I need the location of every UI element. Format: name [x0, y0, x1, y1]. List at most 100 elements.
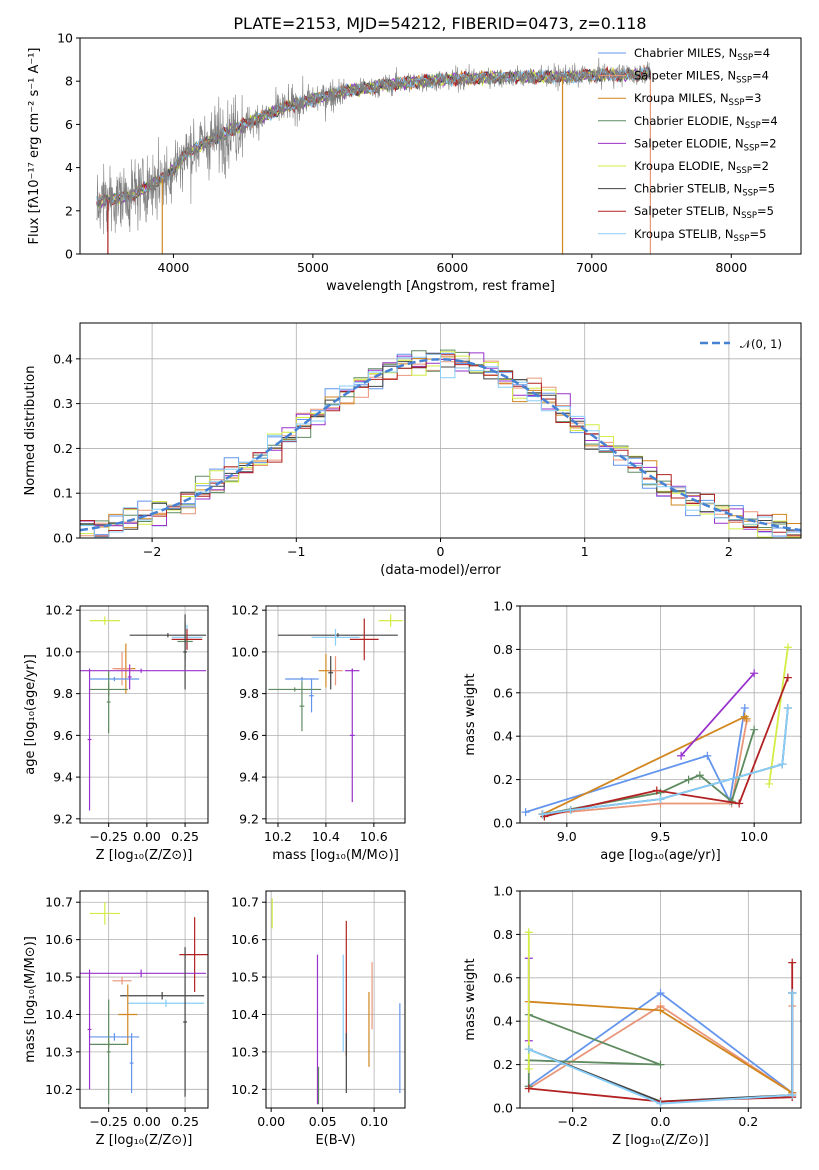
- chart-mass_vs_ebv: 0.00 0.05 0.10 10.2 10.3 10.4 10.5 10.6 10.7 E(B-…: [231, 890, 406, 1148]
- y-tick-label: 9.2: [239, 811, 259, 826]
- data-point-marker: [524, 1084, 533, 1093]
- data-point-marker: [783, 643, 792, 652]
- y-axis-label: mass [log₁₀(M/M⊙)]: [23, 936, 38, 1063]
- y-tick-label: 0.6: [493, 970, 513, 985]
- y-tick-label: 1.0: [493, 599, 513, 614]
- x-tick-label: 0.2: [738, 1114, 758, 1129]
- chart-residuals: −2 −1 0 1 2 0.0 0.1 0.2 0.3 0.4 (data-model)/error…: [23, 322, 802, 578]
- y-tick-label: 8: [65, 74, 73, 89]
- x-axis-label: Z [log₁₀(Z/Z⊙)]: [612, 1133, 709, 1148]
- legend-entry: Kroupa STELIB, NSSP=5: [634, 227, 766, 244]
- legend-entry: Kroupa MILES, NSSP=3: [634, 91, 761, 108]
- plot-area: [80, 349, 801, 538]
- x-tick-label: 4000: [158, 260, 190, 275]
- y-tick-label: 9.8: [239, 686, 259, 701]
- x-axis-label: (data-model)/error: [380, 563, 501, 578]
- x-tick-label: 7000: [576, 260, 608, 275]
- y-tick-label: 0.4: [493, 729, 513, 744]
- plot-area: [80, 902, 208, 1105]
- data-point-marker: [783, 673, 792, 682]
- series-line: [680, 672, 755, 757]
- x-tick-label: 1: [581, 544, 589, 559]
- x-tick-label: 0.0: [651, 1114, 671, 1129]
- y-tick-label: 0.0: [493, 1101, 513, 1116]
- y-tick-label: 0.1: [53, 486, 73, 501]
- y-tick-label: 10.7: [45, 895, 73, 910]
- data-point-marker: [783, 703, 792, 712]
- data-point-marker: [740, 712, 749, 721]
- y-tick-label: 10.0: [45, 644, 73, 659]
- y-tick-label: 0.3: [53, 396, 73, 411]
- data-point-marker: [524, 928, 533, 937]
- series-line: [542, 729, 756, 816]
- x-tick-label: 0.25: [171, 829, 199, 844]
- plot-area: [268, 614, 403, 803]
- y-tick-label: 0.2: [493, 1057, 513, 1072]
- y-tick-label: 10.2: [45, 603, 73, 618]
- series-line: [527, 1013, 661, 1087]
- model-line: [96, 64, 651, 205]
- y-tick-label: 0.2: [53, 441, 73, 456]
- x-axis-label: Z [log₁₀(Z/Z⊙)]: [96, 1133, 193, 1148]
- data-point-marker: [788, 988, 797, 997]
- legend-entry: Kroupa ELODIE, NSSP=2: [634, 159, 769, 176]
- data-point-marker: [656, 1006, 665, 1015]
- y-tick-label: 10.7: [231, 895, 259, 910]
- data-point-marker: [656, 795, 665, 804]
- data-point-marker: [695, 771, 704, 780]
- y-tick-label: 9.4: [239, 770, 259, 785]
- y-tick-label: 0.6: [493, 685, 513, 700]
- plot-area: [96, 57, 651, 254]
- plot-area: [80, 614, 207, 811]
- data-point-marker: [524, 1045, 533, 1054]
- x-tick-label: 9.5: [651, 829, 671, 844]
- chart-massweight_vs_Z: −0.2 0.0 0.2 0.0 0.2 0.4 0.6 0.8 1.0 Z [log₁₀(Z/Z…: [463, 884, 802, 1148]
- chart-age_vs_mass: 10.2 10.4 10.6 9.2 9.4 9.6 9.8 10.0 10.2 mass [lo…: [231, 603, 406, 863]
- y-tick-label: 10.2: [231, 603, 259, 618]
- data-point-marker: [521, 808, 530, 817]
- data-point-marker: [677, 751, 686, 760]
- x-tick-label: 10.2: [264, 829, 292, 844]
- y-tick-label: 10.4: [231, 1007, 259, 1022]
- chart-massweight_vs_age: 9.0 9.5 10.0 0.0 0.2 0.4 0.6 0.8 1.0 age [log₁₀(a…: [463, 599, 802, 863]
- y-axis-label: Normed distribution: [23, 366, 38, 496]
- y-tick-label: 0.8: [493, 927, 513, 942]
- data-point-marker: [742, 714, 751, 723]
- x-tick-label: 6000: [436, 260, 468, 275]
- series-line: [768, 647, 789, 785]
- x-tick-label: −1: [287, 544, 305, 559]
- y-tick-label: 0.8: [493, 642, 513, 657]
- y-tick-label: 10.4: [45, 1007, 73, 1022]
- chart-mass_vs_Z: −0.25 0.00 0.25 10.2 10.3 10.4 10.5 10.6 10.7 Z […: [23, 890, 209, 1148]
- data-point-marker: [538, 810, 547, 819]
- data-point-marker: [656, 1099, 665, 1108]
- legend-entry: Chabrier MILES, NSSP=4: [634, 46, 770, 63]
- y-tick-label: 9.6: [53, 728, 73, 743]
- data-point-marker: [656, 1060, 665, 1069]
- y-tick-label: 10.5: [231, 970, 259, 985]
- chart-spectrum: 4000 5000 6000 7000 8000 0 2 4 6 8 10 wavelength [A…: [27, 31, 802, 294]
- y-tick-label: 9.8: [53, 686, 73, 701]
- x-axis-label: Z [log₁₀(Z/Z⊙)]: [96, 848, 193, 863]
- data-point-marker: [750, 669, 759, 678]
- series-line: [525, 707, 746, 813]
- x-tick-label: 2: [725, 544, 733, 559]
- y-tick-label: 10.0: [231, 644, 259, 659]
- y-tick-label: 0: [65, 247, 73, 262]
- plot-area: [271, 898, 401, 1105]
- x-tick-label: 10.0: [740, 829, 768, 844]
- y-tick-label: 2: [65, 203, 73, 218]
- axes-frame: [265, 890, 406, 1109]
- y-tick-label: 10.5: [45, 970, 73, 985]
- y-axis-label: age [log₁₀(age/yr)]: [23, 654, 38, 775]
- legend-entry: 𝒩(0, 1): [740, 337, 782, 351]
- data-point-marker: [740, 703, 749, 712]
- gaussian-curve: [80, 358, 801, 532]
- series-line: [542, 720, 748, 816]
- x-axis-label: wavelength [Angstrom, rest frame]: [326, 279, 555, 294]
- y-tick-label: 0.4: [493, 1014, 513, 1029]
- data-point-marker: [788, 958, 797, 967]
- x-tick-label: −0.25: [90, 1114, 128, 1129]
- axes-frame: [79, 605, 209, 824]
